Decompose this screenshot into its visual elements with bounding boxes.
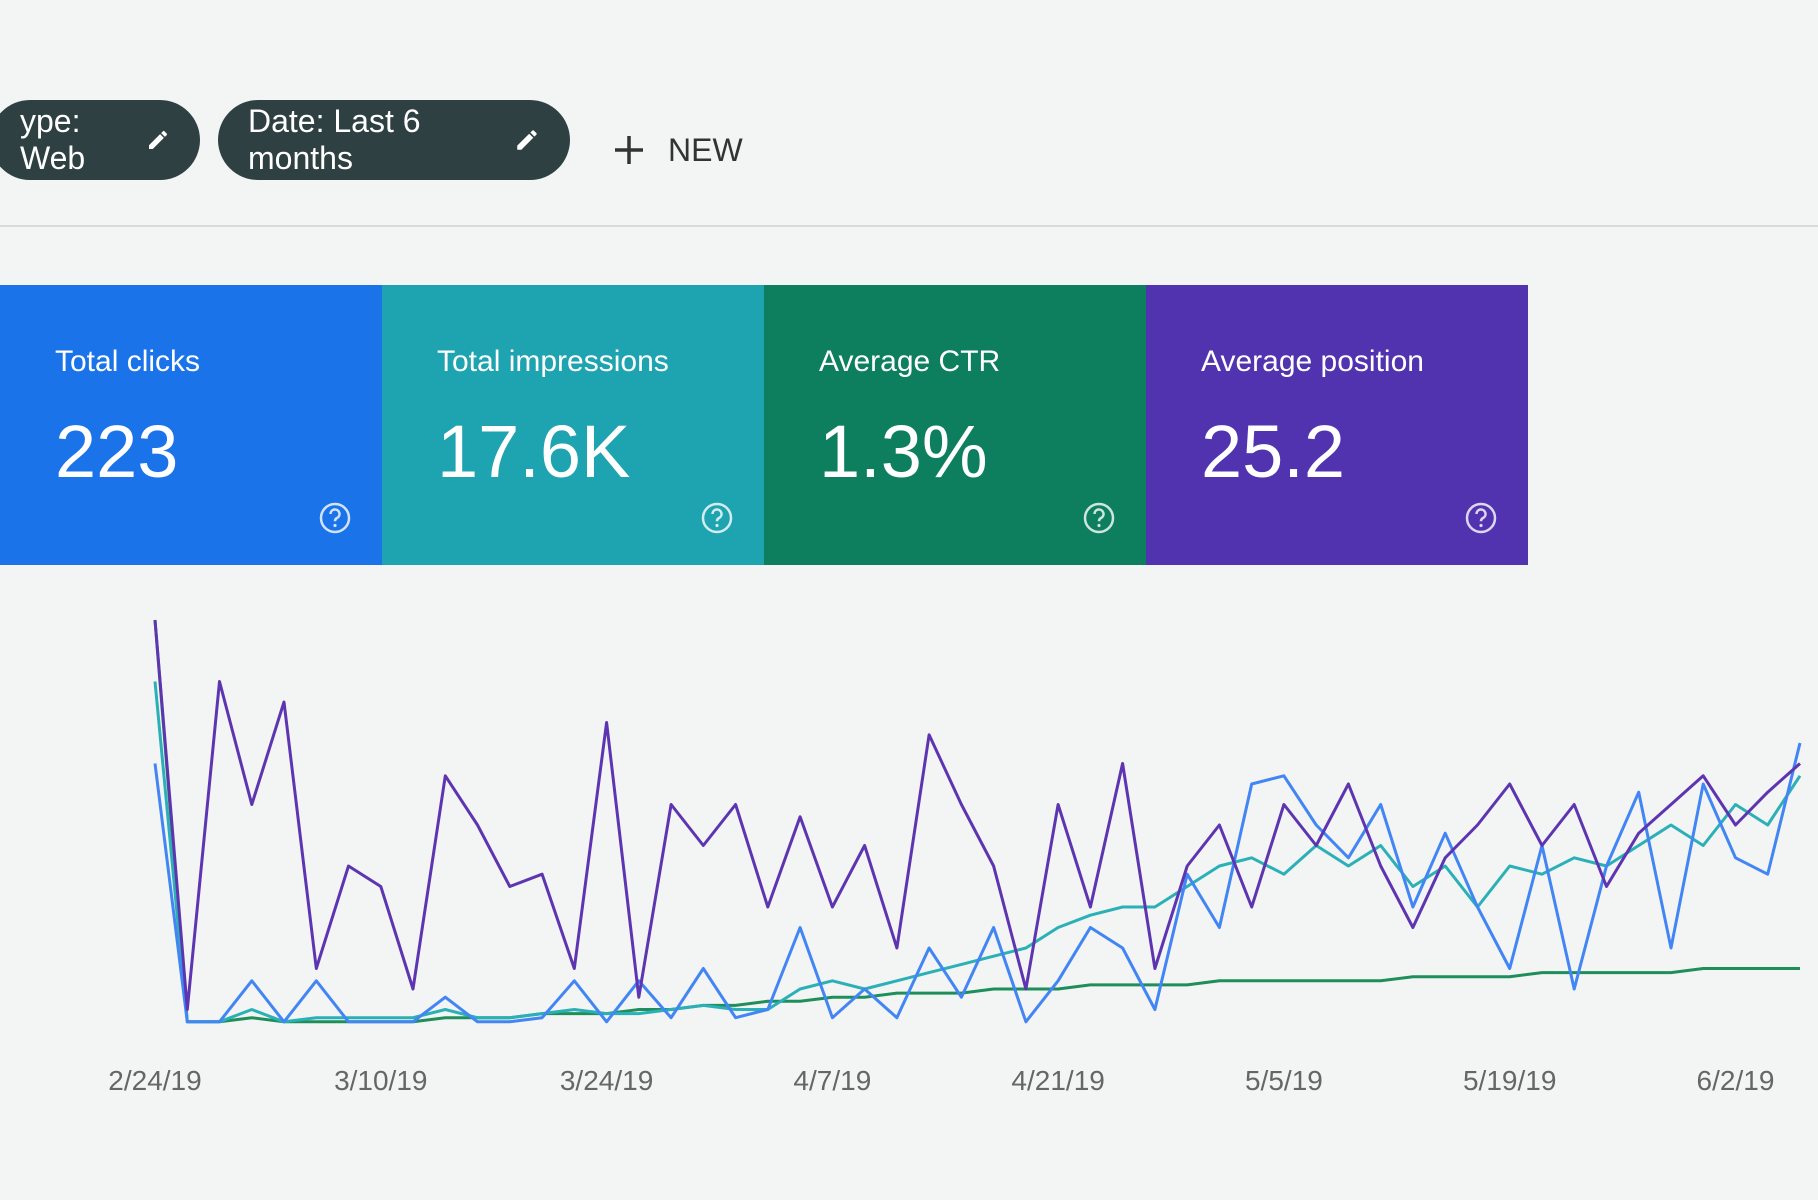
metric-label: Total clicks: [55, 345, 201, 378]
filter-chip[interactable]: ype: Web: [0, 100, 200, 180]
metric-label: Average CTR: [819, 345, 1001, 378]
metric-label: Total impressions: [437, 345, 669, 378]
edit-icon: [148, 130, 167, 150]
new-label: NEW: [668, 131, 743, 168]
help-icon[interactable]: [1464, 501, 1498, 535]
divider: [0, 225, 1818, 227]
x-tick-label: 6/2/19: [1697, 1065, 1775, 1096]
x-tick-label: 4/7/19: [793, 1065, 871, 1096]
series-line: [153, 742, 1802, 1024]
filter-chip[interactable]: Date: Last 6 months: [218, 100, 570, 180]
x-tick-label: 3/10/19: [334, 1065, 427, 1096]
x-tick-label: 3/24/19: [560, 1065, 653, 1096]
metric-value: 17.6K: [437, 410, 631, 493]
x-tick-label: 4/21/19: [1011, 1065, 1104, 1096]
metric-card[interactable]: Total impressions 17.6K: [382, 285, 764, 565]
metric-value: 223: [55, 410, 179, 493]
series-line: [153, 619, 1800, 1024]
metric-label: Average position: [1201, 345, 1424, 378]
series-line: [153, 619, 1801, 1011]
x-tick-label: 5/19/19: [1463, 1065, 1556, 1096]
metric-value: 25.2: [1201, 410, 1346, 493]
new-filter-button[interactable]: NEW: [612, 120, 743, 180]
x-tick-label: 5/5/19: [1245, 1065, 1323, 1096]
metric-card[interactable]: Average position 25.2: [1146, 285, 1528, 565]
edit-icon: [517, 130, 537, 150]
metric-value: 1.3%: [819, 410, 988, 493]
metric-card[interactable]: Total clicks 223: [0, 285, 382, 565]
chip-label: Date: Last 6 months: [248, 103, 421, 176]
help-icon[interactable]: [1082, 501, 1116, 535]
performance-chart: 2/24/19 3/10/19 3/24/19 4/7/19 4/21/19 5/5/19…: [108, 619, 1802, 1096]
help-icon[interactable]: [318, 501, 352, 535]
series-line: [153, 681, 1802, 1024]
x-tick-label: 2/24/19: [108, 1065, 201, 1096]
help-icon[interactable]: [700, 501, 734, 535]
plus-icon: [615, 136, 643, 164]
chip-label: ype: Web: [20, 103, 86, 176]
metric-card[interactable]: Average CTR 1.3%: [764, 285, 1146, 565]
